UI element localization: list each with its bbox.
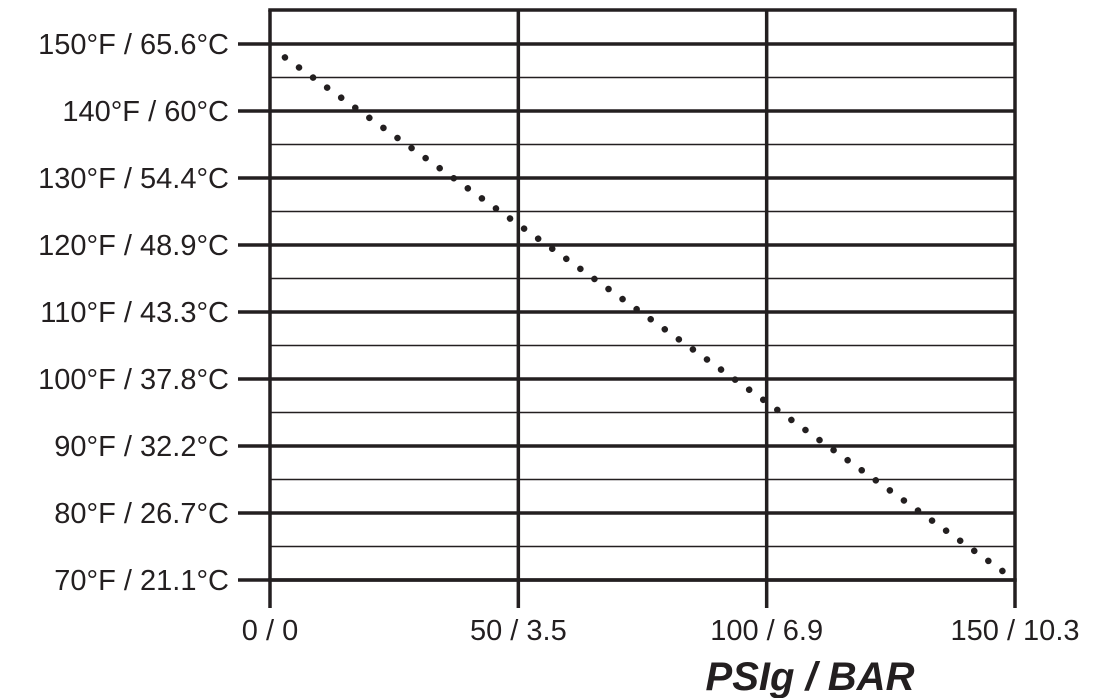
minor-grid [270,76,1015,548]
x-tick-label: 50 / 3.5 [470,615,567,647]
x-tick-label: 150 / 10.3 [951,615,1080,647]
major-grid [238,10,1017,608]
plot-frame [268,8,1017,582]
y-tick-label: 110°F / 43.3°C [40,297,229,329]
y-tick-labels: 150°F / 65.6°C 140°F / 60°C 130°F / 54.4°C… [38,29,229,597]
y-tick-label: 80°F / 26.7°C [54,498,229,530]
y-tick-label: 130°F / 54.4°C [38,163,229,195]
y-tick-label: 150°F / 65.6°C [38,29,229,61]
y-tick-label: 90°F / 32.2°C [54,431,229,463]
x-tick-labels: 0 / 0 50 / 3.5 100 / 6.9 150 / 10.3 [242,615,1080,647]
x-tick-label: 0 / 0 [242,615,298,647]
y-tick-label: 100°F / 37.8°C [38,364,229,396]
x-axis-title: PSIg / BAR [706,655,915,698]
series-layer [281,54,1019,584]
y-tick-label: 120°F / 48.9°C [38,230,229,262]
x-tick-label: 100 / 6.9 [710,615,823,647]
y-tick-label: 70°F / 21.1°C [54,565,229,597]
y-tick-label: 140°F / 60°C [62,96,229,128]
series-line [281,54,1019,584]
